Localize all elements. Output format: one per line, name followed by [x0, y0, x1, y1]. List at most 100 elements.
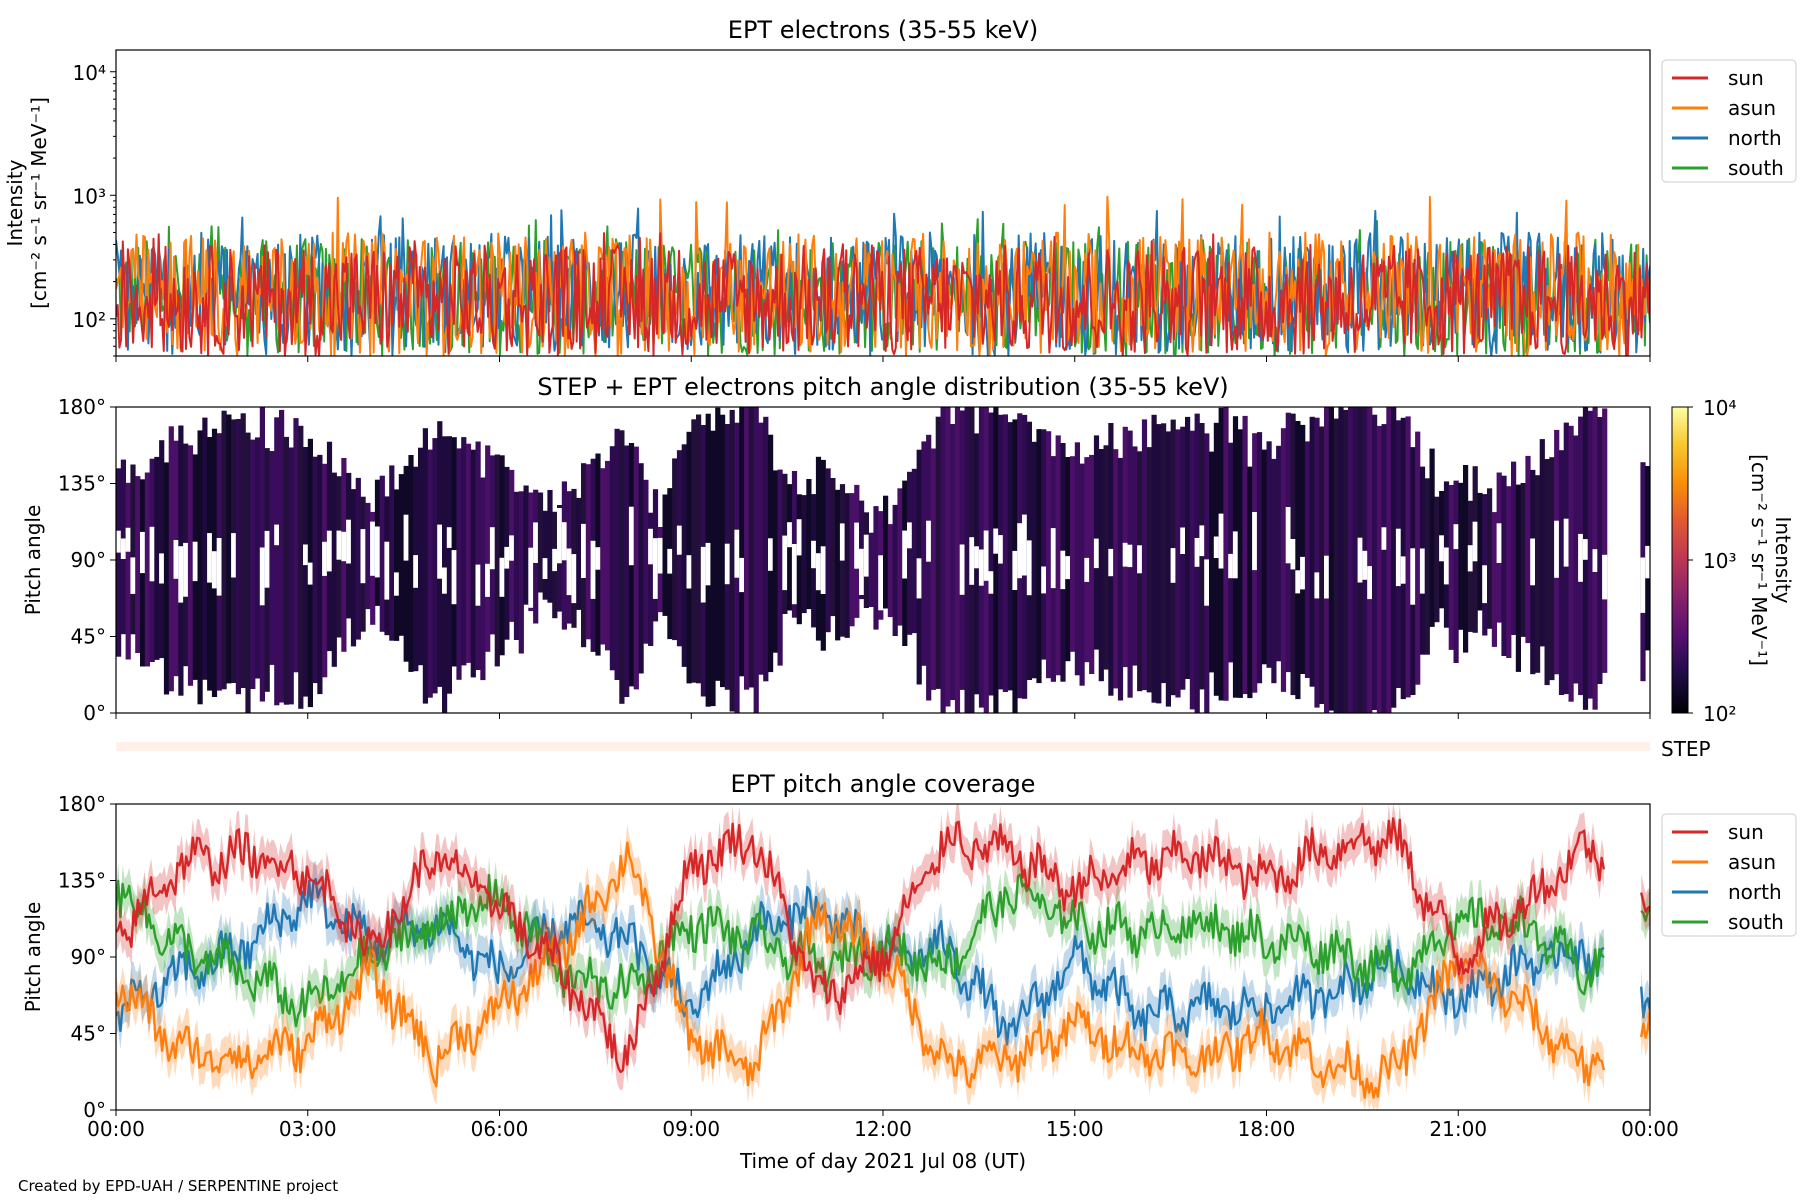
pad-column — [815, 456, 822, 641]
pad-column — [624, 445, 630, 697]
x-axis-label: Time of day 2021 Jul 08 (UT) — [739, 1149, 1026, 1173]
pad-gap — [116, 530, 122, 553]
pad-column — [154, 456, 160, 660]
pad-column — [619, 430, 625, 704]
pad-gap — [341, 531, 347, 562]
pad-column — [609, 446, 615, 671]
pad-column — [240, 413, 246, 688]
pad-column — [461, 437, 467, 666]
pad-column — [1199, 423, 1205, 690]
pad-gap — [686, 555, 692, 589]
pad-gap — [130, 557, 136, 594]
pad-column — [279, 409, 285, 703]
pad-column — [950, 424, 956, 700]
pad-column — [744, 407, 750, 690]
coverage-band-sun — [116, 804, 1604, 1091]
colorbar-label-line1: Intensity — [1771, 516, 1795, 603]
pad-gap — [1645, 545, 1650, 579]
pad-gap — [1285, 507, 1291, 564]
y-tick-label: 180° — [58, 792, 106, 816]
pad-column — [1367, 407, 1373, 713]
pad-column — [1070, 456, 1076, 652]
panel2-ylabel: Pitch angle — [21, 505, 45, 616]
pad-column — [1132, 446, 1138, 666]
y-tick-label: 90° — [71, 945, 106, 969]
pad-column — [1089, 454, 1095, 674]
pad-column — [897, 488, 903, 626]
pad-column — [729, 409, 735, 712]
pad-column — [1300, 424, 1306, 674]
panel-coverage: EPT pitch angle coverage 180° 135° 90° 45° 0… — [21, 770, 1797, 1173]
pad-column — [1185, 416, 1191, 679]
coverage-series-sun — [116, 817, 1606, 1074]
pad-column — [1113, 449, 1119, 689]
pad-gap — [700, 546, 706, 603]
pad-column — [1558, 450, 1565, 695]
pad-column — [317, 454, 323, 695]
pad-gap — [969, 537, 975, 585]
pad-column — [1247, 466, 1253, 699]
coverage-series-sun — [1640, 892, 1650, 913]
pad-column — [1295, 421, 1301, 700]
pad-gap — [1554, 520, 1560, 578]
pad-gap — [926, 520, 932, 562]
pad-column — [1309, 416, 1315, 687]
pad-column — [1146, 447, 1152, 693]
pad-column — [422, 428, 428, 704]
pad-column — [446, 436, 452, 694]
pad-column — [1180, 426, 1186, 690]
pad-gap — [149, 526, 155, 582]
pad-column — [1314, 417, 1320, 708]
panel1-ylabel-line2: [cm⁻² s⁻¹ sr⁻¹ MeV⁻¹] — [27, 97, 51, 309]
pad-gap — [120, 538, 126, 559]
pad-column — [600, 468, 606, 645]
pad-column — [1141, 419, 1148, 691]
pad-column — [1415, 431, 1421, 685]
pad-gap — [787, 522, 793, 548]
intensity-series-layer — [116, 195, 1650, 356]
pad-gap — [820, 546, 826, 594]
pad-column — [202, 417, 208, 680]
pad-gap — [561, 522, 567, 561]
pad-gap — [657, 537, 663, 574]
pad-column — [830, 478, 836, 617]
x-tick-label: 09:00 — [662, 1117, 720, 1141]
pad-gap — [652, 538, 659, 599]
pad-gap — [1194, 538, 1200, 567]
pad-column — [465, 443, 472, 663]
panel2-title: STEP + EPT electrons pitch angle distrib… — [537, 373, 1228, 401]
pad-column — [1602, 408, 1608, 673]
pad-gap — [796, 519, 802, 556]
pad-gap — [1232, 531, 1239, 579]
panel1-ylabel: Intensity [cm⁻² s⁻¹ sr⁻¹ MeV⁻¹] — [3, 97, 51, 309]
pad-gap — [724, 543, 730, 585]
pad-column — [1237, 429, 1243, 698]
pad-column — [935, 416, 941, 689]
pad-gap — [259, 547, 265, 606]
pad-column — [1463, 465, 1469, 653]
pad-column — [739, 407, 745, 677]
pad-gap — [1314, 572, 1320, 599]
y-tick-label: 45° — [71, 1022, 106, 1046]
pad-column — [1568, 425, 1574, 702]
legend-label-south: south — [1728, 910, 1784, 934]
colorbar-label: Intensity [cm⁻² s⁻¹ sr⁻¹ MeV⁻¹] — [1747, 454, 1795, 666]
pad-column — [1333, 418, 1339, 713]
pad-gap — [192, 541, 198, 582]
y-tick-label: 135° — [58, 472, 106, 496]
pad-gap — [1367, 566, 1373, 600]
pad-column — [772, 470, 778, 653]
pad-gap — [1381, 527, 1387, 550]
step-coverage-bar — [116, 742, 1650, 751]
pad-gap — [1050, 528, 1056, 589]
pad-column — [1405, 416, 1411, 698]
pad-gap — [173, 540, 179, 579]
pad-gap — [1065, 556, 1071, 580]
pad-gap — [1410, 548, 1416, 605]
pad-gap — [1563, 518, 1569, 567]
pad-gap — [360, 529, 366, 584]
pad-column — [1213, 422, 1219, 696]
panel1-ylabel-line1: Intensity — [3, 159, 27, 246]
pad-gap — [734, 529, 740, 578]
pad-column — [715, 407, 721, 681]
